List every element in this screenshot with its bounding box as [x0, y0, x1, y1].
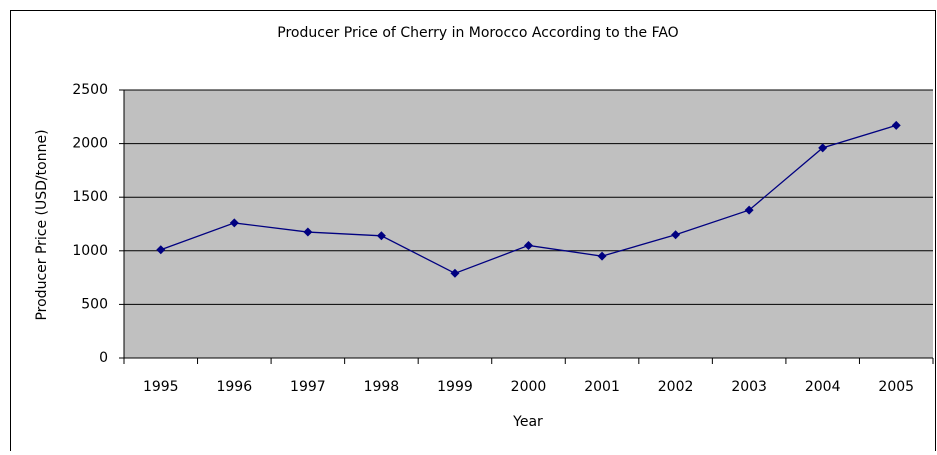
y-tick-label: 0: [99, 350, 108, 366]
x-tick-label: 1998: [364, 379, 400, 395]
marker: [818, 143, 828, 153]
x-tick-label: 2003: [731, 379, 767, 395]
x-tick-label: 2002: [658, 379, 694, 395]
x-tick-label: 1995: [143, 379, 179, 395]
x-tick-label: 1997: [290, 379, 326, 395]
marker: [229, 218, 239, 228]
plot-area: [124, 90, 933, 358]
y-axis-label: Producer Price (USD/tonne): [34, 129, 50, 320]
marker: [156, 245, 166, 255]
chart-title: Producer Price of Cherry in Morocco Acco…: [277, 25, 678, 41]
y-tick-label: 2000: [72, 136, 108, 152]
x-tick-label: 1996: [216, 379, 252, 395]
marker: [524, 240, 533, 250]
marker: [597, 251, 607, 261]
x-tick-label: 2004: [805, 379, 841, 395]
x-tick-label: 2001: [584, 379, 620, 395]
x-tick-label: 1999: [437, 379, 473, 395]
marker: [891, 120, 901, 130]
marker: [671, 230, 681, 240]
y-tick-label: 500: [81, 296, 108, 312]
y-tick-label: 2500: [72, 82, 108, 98]
x-tick-label: 2005: [878, 379, 914, 395]
y-tick-label: 1500: [72, 189, 108, 205]
marker: [376, 231, 386, 241]
marker: [303, 227, 313, 237]
x-axis-label: Year: [512, 414, 543, 430]
marker: [450, 268, 460, 278]
marker: [744, 205, 754, 215]
x-tick-label: 2000: [511, 379, 547, 395]
y-tick-label: 1000: [72, 243, 108, 259]
